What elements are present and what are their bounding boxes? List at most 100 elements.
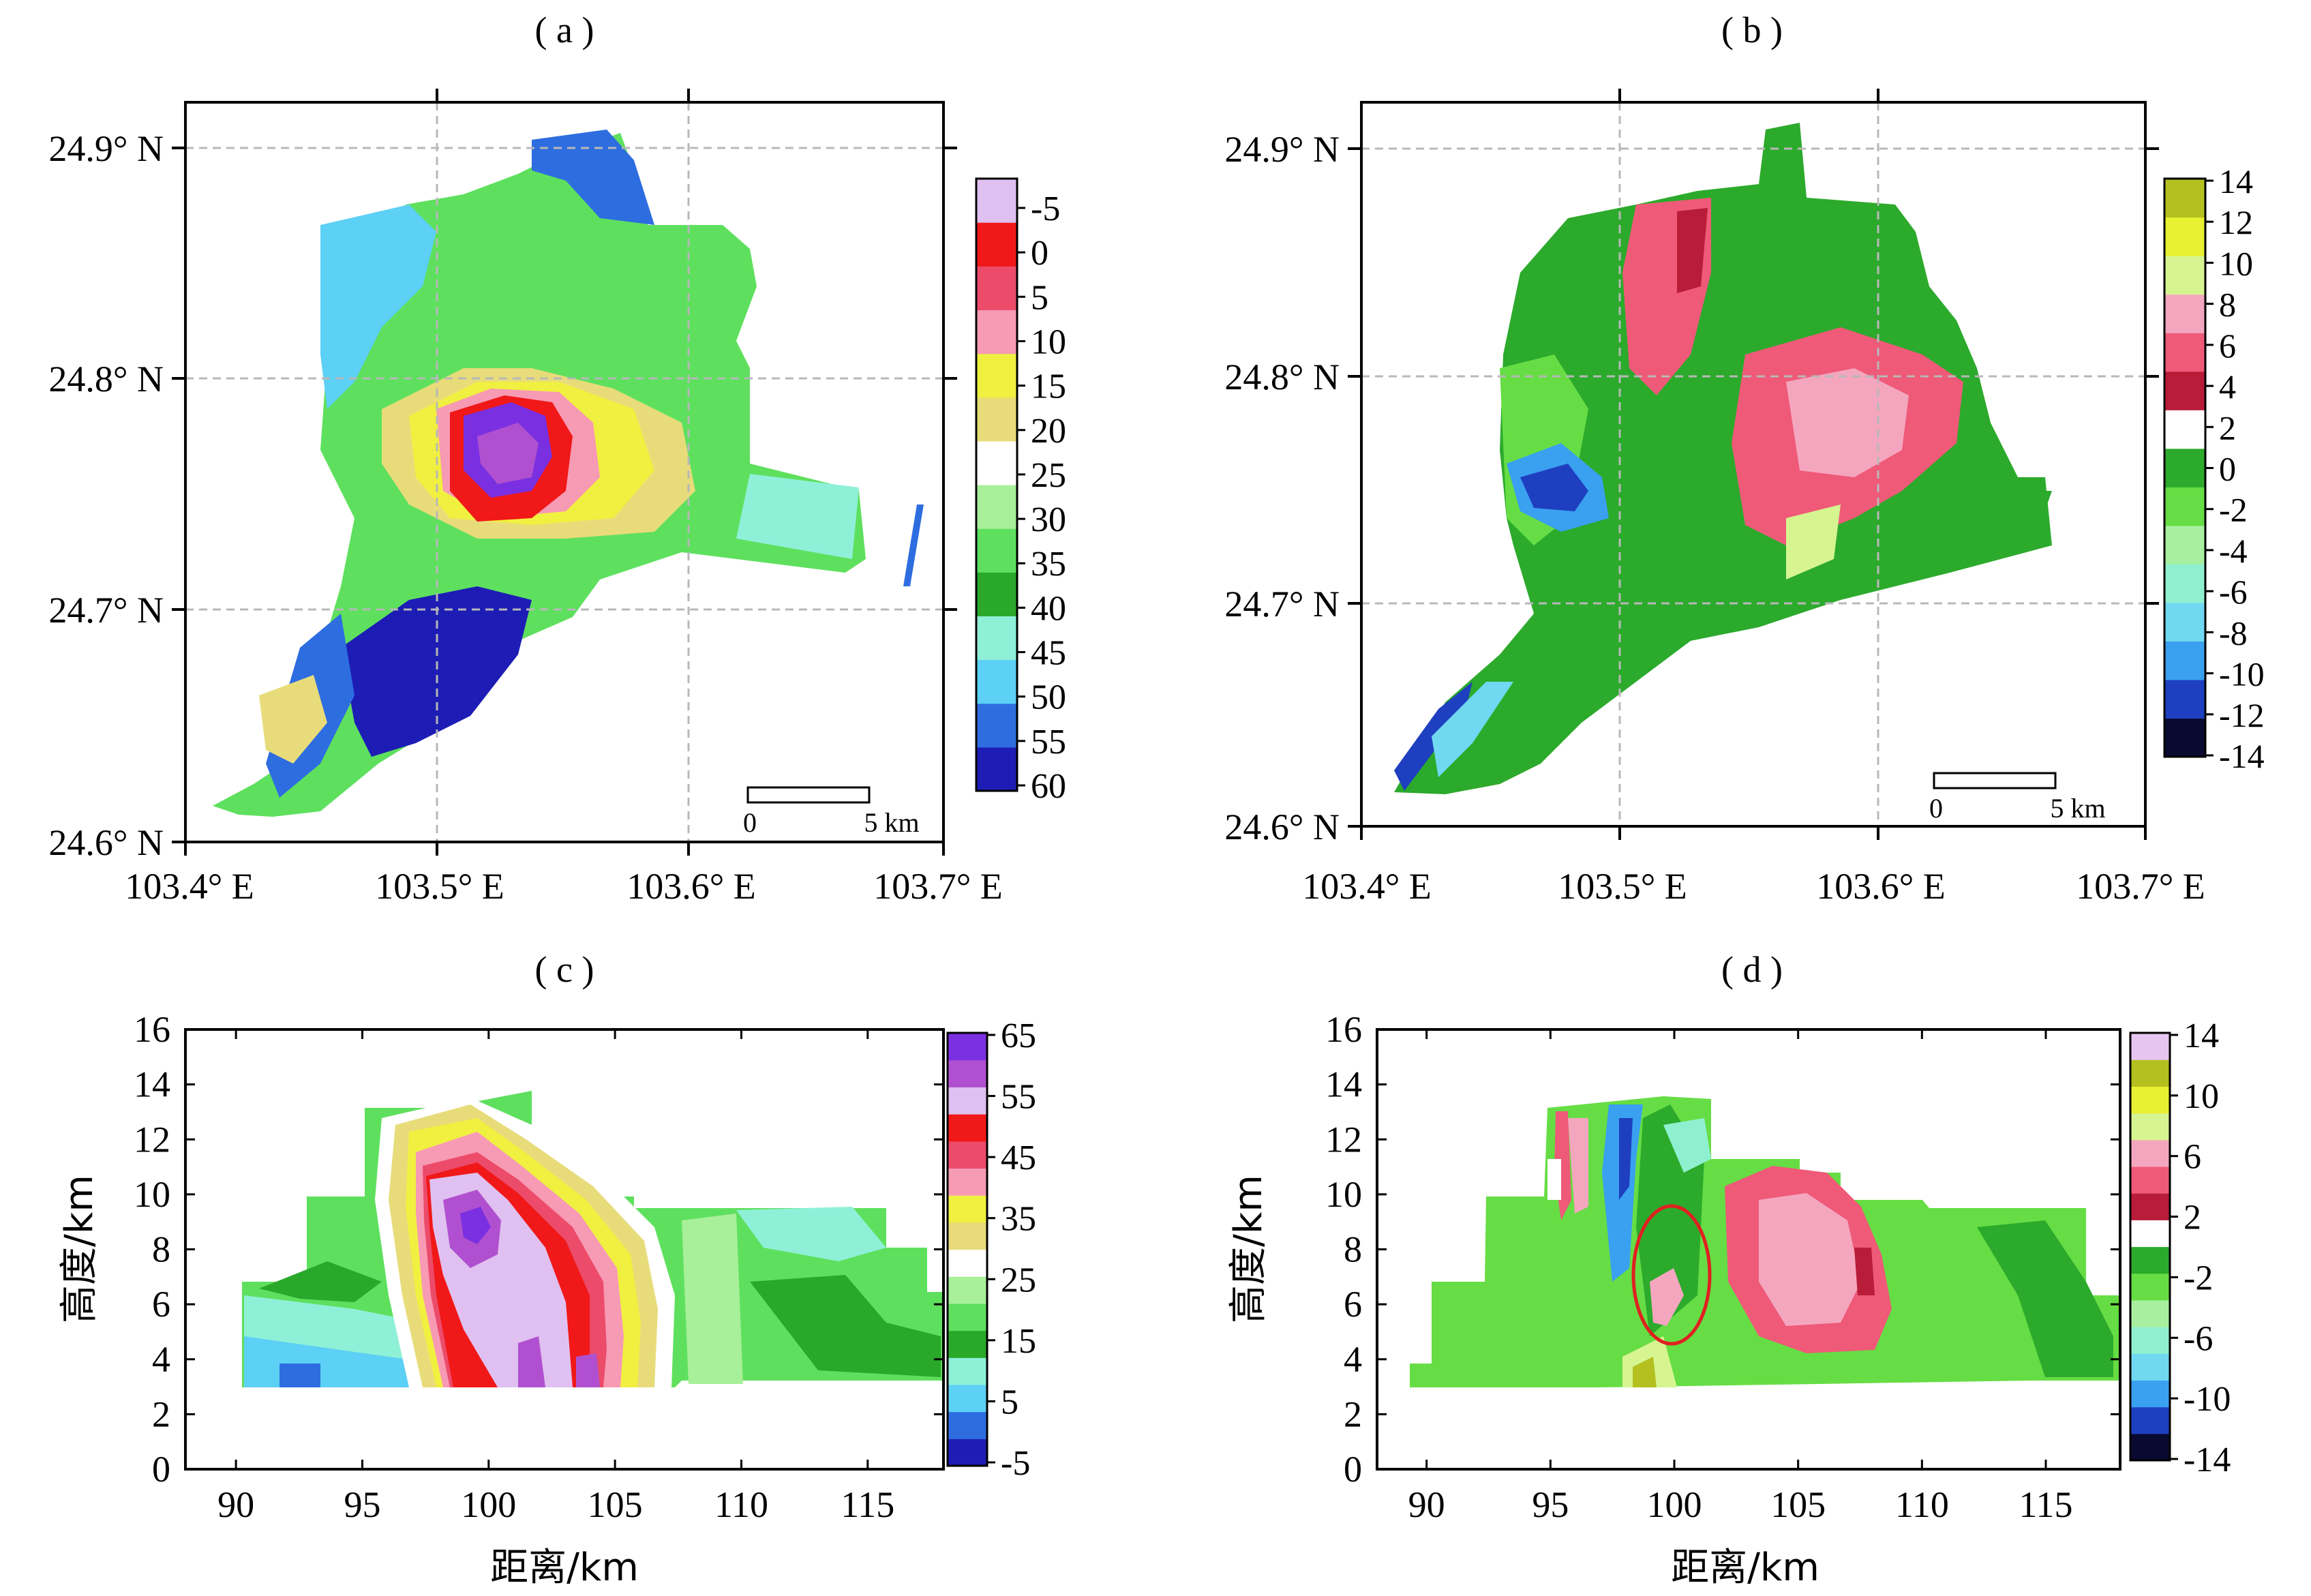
colorbar-tick-label: -8 bbox=[2219, 614, 2248, 652]
colorbar-swatch bbox=[2164, 487, 2205, 526]
x-tick-label: 115 bbox=[2019, 1484, 2073, 1525]
b-vel-base bbox=[1394, 123, 2052, 794]
colorbar-tick-label: 14 bbox=[2184, 1017, 2219, 1055]
b-xtick-1: 103.4° E bbox=[1302, 866, 1432, 907]
panel-c-colorbar: 65 55 45 35 25 15 5 -5 bbox=[946, 1017, 1036, 1483]
y-tick-label: 14 bbox=[134, 1064, 170, 1105]
colorbar-swatch bbox=[976, 353, 1017, 398]
colorbar-swatch bbox=[2130, 1220, 2170, 1248]
c-echo-magenta-2 bbox=[518, 1336, 545, 1387]
colorbar-tick-label: 10 bbox=[2184, 1077, 2219, 1116]
x-tick-label: 90 bbox=[1408, 1484, 1445, 1525]
b-ytick-1: 24.6° N bbox=[1224, 807, 1340, 847]
a-ytick-4: 24.9° N bbox=[48, 128, 164, 169]
panel-b: ( b ) bbox=[1224, 10, 2264, 907]
colorbar-tick-label: 65 bbox=[1001, 1017, 1036, 1055]
y-tick-label: 6 bbox=[152, 1284, 170, 1325]
colorbar-swatch bbox=[976, 747, 1017, 792]
colorbar-tick-label: -2 bbox=[2184, 1259, 2213, 1297]
panel-c-label: ( c ) bbox=[535, 949, 594, 990]
colorbar-swatch bbox=[2164, 333, 2205, 372]
a-echo-mid-se bbox=[736, 474, 859, 559]
colorbar-swatch bbox=[948, 1059, 987, 1087]
colorbar-swatch bbox=[2164, 641, 2205, 680]
colorbar-swatch bbox=[2130, 1113, 2170, 1141]
colorbar-tick-label: 2 bbox=[2184, 1199, 2201, 1237]
colorbar-frame bbox=[946, 1032, 988, 1467]
y-tick-label: 12 bbox=[134, 1119, 170, 1160]
colorbar-swatch bbox=[2130, 1193, 2170, 1220]
b-vel-inbound-deep bbox=[1520, 464, 1588, 511]
colorbar-swatch bbox=[2164, 564, 2205, 603]
colorbar-swatch bbox=[2164, 448, 2205, 487]
d-vel-olive-base bbox=[1633, 1357, 1657, 1387]
colorbar-swatch bbox=[2130, 1139, 2170, 1167]
a-xtick-4: 103.7° E bbox=[873, 866, 1003, 907]
colorbar-swatch bbox=[2164, 294, 2205, 333]
colorbar-tick-label: 30 bbox=[1031, 500, 1066, 539]
colorbar-tick-label: 6 bbox=[2219, 327, 2236, 365]
colorbar-tick-label: 15 bbox=[1001, 1322, 1036, 1361]
colorbar-swatch bbox=[2130, 1033, 2170, 1060]
colorbar-tick-label: 0 bbox=[2219, 450, 2236, 488]
panel-b-grid bbox=[1361, 102, 2145, 826]
panel-a-axes-frame bbox=[184, 101, 945, 843]
c-echo-lower-mint bbox=[244, 1295, 436, 1364]
panel-d-field bbox=[1410, 1096, 2120, 1387]
colorbar-tick-label: -4 bbox=[2219, 532, 2248, 570]
colorbar-tick-label: -2 bbox=[2219, 491, 2248, 529]
colorbar-swatch bbox=[976, 659, 1017, 704]
d-vel-white-edge bbox=[1547, 1159, 1561, 1200]
y-tick-label: 4 bbox=[1344, 1339, 1362, 1380]
colorbar-swatch bbox=[976, 222, 1017, 267]
c-y-axis-label: 高度/km bbox=[57, 1175, 102, 1323]
b-vel-sw-cyan bbox=[1432, 682, 1513, 777]
panel-b-axes-frame bbox=[1360, 101, 2147, 828]
b-ytick-4: 24.9° N bbox=[1224, 129, 1340, 170]
panel-c-field bbox=[242, 1091, 943, 1387]
b-scalebar-start: 0 bbox=[1929, 793, 1943, 824]
colorbar-swatch bbox=[2130, 1353, 2170, 1381]
colorbar-tick-label: 5 bbox=[1031, 278, 1048, 317]
panel-a-grid bbox=[185, 102, 943, 842]
colorbar-swatch bbox=[2130, 1273, 2170, 1301]
a-xtick-2: 103.5° E bbox=[375, 866, 504, 907]
colorbar-tick-label: 5 bbox=[1001, 1383, 1018, 1421]
a-ytick-1: 24.6° N bbox=[48, 822, 164, 863]
colorbar-tick-label: -10 bbox=[2184, 1380, 2231, 1419]
b-vel-strip-1 bbox=[1957, 477, 1991, 539]
y-tick-label: 14 bbox=[1325, 1064, 1362, 1105]
colorbar-tick-label: -12 bbox=[2219, 696, 2265, 734]
x-tick-label: 100 bbox=[1647, 1484, 1702, 1525]
x-tick-label: 115 bbox=[841, 1484, 894, 1525]
colorbar-swatch bbox=[948, 1087, 987, 1115]
b-scalebar-end: 5 km bbox=[2050, 793, 2105, 824]
colorbar-swatch bbox=[2130, 1059, 2170, 1087]
colorbar-swatch bbox=[2130, 1380, 2170, 1408]
panel-c: ( c ) 90 95 100 105 110 115 0 2 4 6 8 10 12 14 16 距离/k… bbox=[57, 949, 1036, 1590]
x-tick-label: 100 bbox=[461, 1484, 516, 1525]
y-tick-label: 12 bbox=[1325, 1119, 1362, 1160]
y-tick-label: 2 bbox=[152, 1394, 170, 1434]
a-xtick-1: 103.4° E bbox=[125, 866, 254, 907]
y-tick-label: 4 bbox=[152, 1339, 170, 1380]
colorbar-tick-label: -5 bbox=[1001, 1444, 1030, 1483]
c-echo-violet-1 bbox=[460, 1207, 491, 1244]
colorbar-frame bbox=[2129, 1032, 2171, 1462]
colorbar-swatch bbox=[948, 1141, 987, 1169]
colorbar-swatch bbox=[948, 1114, 987, 1142]
panel-a-field bbox=[213, 130, 924, 817]
panel-b-ticks bbox=[1348, 89, 2159, 840]
colorbar-swatch bbox=[948, 1303, 987, 1331]
d-vel-dark-red-e bbox=[1854, 1248, 1875, 1295]
c-x-axis-label: 距离/km bbox=[490, 1546, 639, 1590]
colorbar-swatch bbox=[976, 266, 1017, 311]
colorbar-tick-label: 10 bbox=[2219, 244, 2253, 282]
b-xtick-3: 103.6° E bbox=[1816, 866, 1946, 907]
colorbar-swatch bbox=[948, 1222, 987, 1250]
panel-a-scale-bar: 0 5 km bbox=[743, 786, 920, 838]
colorbar-swatch bbox=[976, 703, 1017, 748]
d-vel-pink-strip bbox=[1568, 1118, 1588, 1214]
b-vel-strip-2 bbox=[2028, 491, 2052, 539]
colorbar-swatch bbox=[976, 397, 1017, 442]
